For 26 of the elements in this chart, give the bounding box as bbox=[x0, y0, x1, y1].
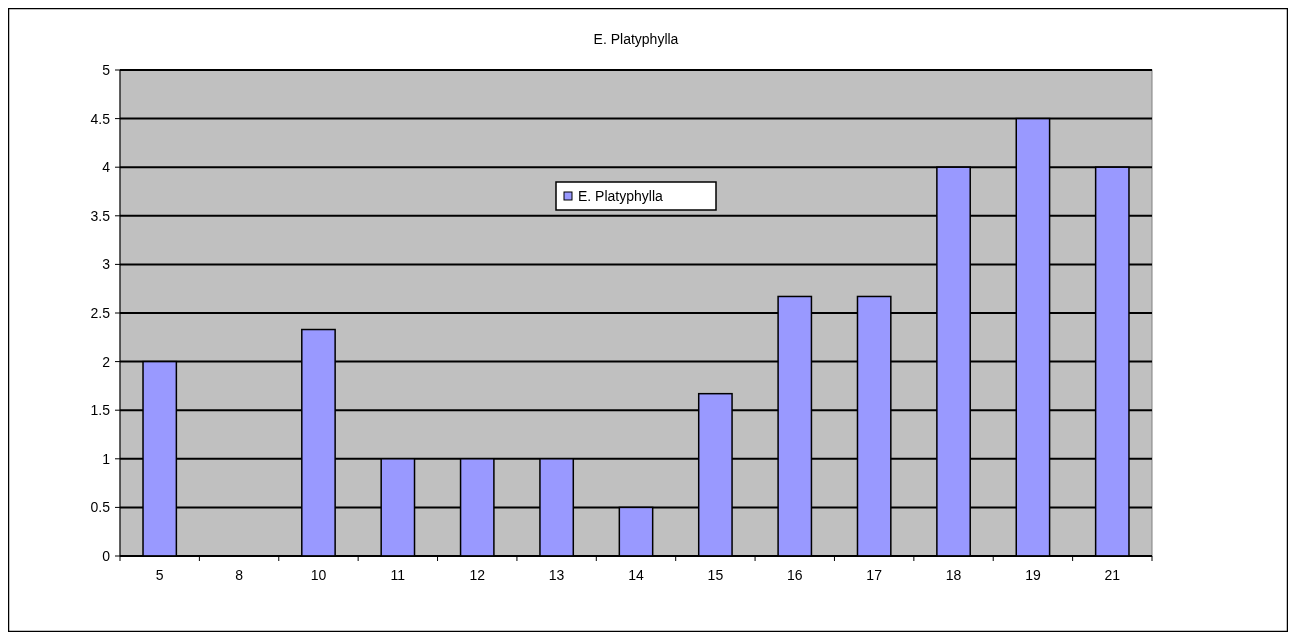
legend-label: E. Platyphylla bbox=[578, 188, 664, 204]
x-tick-label: 18 bbox=[945, 567, 962, 583]
x-tick-label: 21 bbox=[1104, 567, 1121, 583]
x-tick-label: 13 bbox=[548, 567, 565, 583]
y-tick-label: 4 bbox=[102, 159, 111, 176]
y-tick-label: 0 bbox=[102, 547, 111, 564]
x-tick-label: 8 bbox=[235, 567, 244, 583]
chart-title: E. Platyphylla bbox=[593, 31, 679, 47]
y-tick-label: 3.5 bbox=[90, 207, 111, 224]
y-tick-label: 4.5 bbox=[90, 110, 111, 127]
x-tick-label: 15 bbox=[707, 567, 724, 583]
x-tick-label: 12 bbox=[469, 567, 486, 583]
y-tick-label: 5 bbox=[102, 61, 111, 78]
x-tick-label: 10 bbox=[310, 567, 327, 583]
x-tick-label: 19 bbox=[1025, 567, 1041, 583]
x-tick-label: 5 bbox=[155, 567, 164, 583]
x-tick-label: 14 bbox=[628, 567, 644, 583]
y-tick-label: 1.5 bbox=[90, 402, 111, 419]
y-tick-label: 2 bbox=[102, 353, 111, 370]
y-tick-label: 1 bbox=[102, 450, 111, 467]
x-tick-label: 11 bbox=[390, 567, 406, 583]
x-tick-label: 16 bbox=[786, 567, 803, 583]
y-tick-label: 0.5 bbox=[90, 499, 111, 516]
y-tick-label: 2.5 bbox=[90, 304, 111, 321]
y-tick-label: 3 bbox=[102, 256, 111, 273]
x-tick-label: 17 bbox=[866, 567, 883, 583]
